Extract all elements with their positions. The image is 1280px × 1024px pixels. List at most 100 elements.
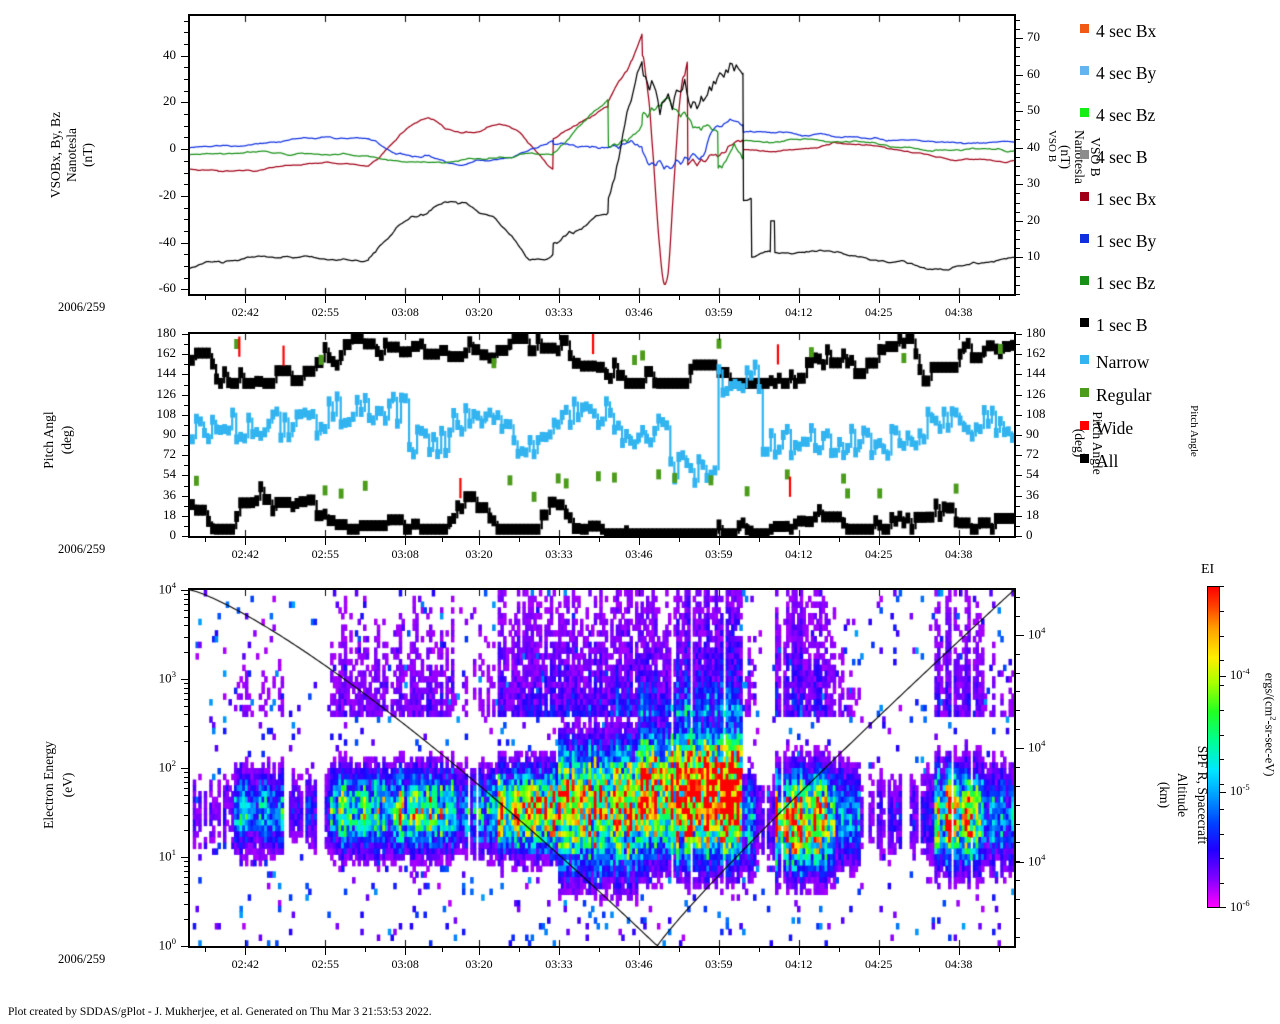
tick-mark [1016,616,1020,617]
tick-label: 162 [1026,345,1046,361]
tick-mark [184,385,188,386]
tick-mark [1016,374,1022,375]
tick-label: 54 [1026,466,1039,482]
tick-mark [184,877,188,878]
tick-mark [184,231,188,232]
tick-mark [1016,425,1020,426]
tick-label: 60 [1027,65,1040,81]
tick-mark [184,637,188,638]
magnetic-field-panel [188,14,1016,296]
tick-label: 20 [163,93,176,109]
legend-group-pitch-angle: Pitch Angle [1187,405,1200,457]
tick-mark [1016,506,1020,507]
tick-mark [1016,455,1022,456]
legend-swatch-icon [1080,149,1089,159]
tick-mark [184,114,188,115]
tick-mark [184,871,188,872]
legend-item[interactable]: 4 sec By [1080,52,1270,94]
pitch-angle-canvas [190,334,1014,536]
colorbar-title: EI [1201,562,1215,577]
tick-mark [1016,344,1020,345]
tick-mark [184,79,188,80]
colorbar-ticks: 10-4 10-5 10-6 [1207,586,1267,914]
tick-mark [184,526,188,527]
tick-mark [184,465,188,466]
legend-item-label: Narrow [1096,352,1150,372]
tick-label: 144 [156,365,177,381]
tick-mark [184,44,188,45]
tick-mark [1016,65,1020,66]
tick-mark [184,278,188,279]
electron-energy-spectrogram-panel [188,588,1016,948]
tick-mark [184,32,188,33]
tick-mark [1016,193,1020,194]
tick-mark [184,699,188,700]
legend-item[interactable]: 1 sec B [1080,304,1270,346]
colorbar-minor-tick [1220,685,1224,687]
tick-mark [1016,276,1020,277]
colorbar-tick-label: 10-4 [1230,666,1250,683]
legend-item[interactable]: Narrow [1080,346,1270,379]
tick-mark [1016,729,1020,730]
tick-mark [184,919,188,920]
tick-label: 103 [158,669,176,686]
tick-mark [182,536,188,537]
tick-mark [181,768,188,769]
tick-mark [1016,102,1020,103]
tick-mark [182,415,188,416]
tick-mark [1016,184,1020,185]
legend-item[interactable]: 1 sec By [1080,220,1270,262]
legend-swatch-icon [1080,23,1089,33]
legend-item[interactable]: Regular [1080,379,1270,412]
tick-mark [184,604,188,605]
tick-mark [184,693,188,694]
legend-swatch-icon [1080,421,1089,430]
tick-mark [1016,496,1022,497]
legend-item[interactable]: 1 sec Bz [1080,262,1270,304]
tick-mark [1016,445,1020,446]
tick-label: 72 [1026,446,1039,462]
legend-item[interactable]: Wide [1080,412,1270,445]
spec-date-label: 2006/259 [58,952,106,966]
colorbar-minor-tick [1220,907,1224,908]
tick-mark [184,610,188,611]
tick-label: 126 [156,385,177,401]
tick-label: 0 [169,140,177,156]
tick-mark [1016,84,1020,85]
tick-mark [184,364,188,365]
tick-mark [184,21,188,22]
tick-mark [1016,38,1020,39]
tick-mark [1016,899,1020,900]
colorbar-tick [1220,792,1226,794]
tick-mark [1016,111,1020,112]
tick-mark [182,516,188,517]
legend-item[interactable]: 4 sec B [1080,136,1270,178]
legend-item[interactable]: 4 sec Bz [1080,94,1270,136]
colorbar-tick [1220,676,1226,678]
tick-mark [182,475,188,476]
legend-item[interactable]: 4 sec Bx [1080,10,1270,52]
tick-mark [181,590,188,591]
tick-mark [184,884,188,885]
tick-mark [181,196,188,197]
tick-label: 50 [1027,102,1040,118]
tick-mark [1016,212,1020,213]
legend-item[interactable]: All [1080,445,1270,478]
tick-mark [1016,415,1022,416]
tick-label: 54 [163,466,176,482]
legend-swatch-icon [1080,388,1089,397]
tick-mark [184,344,188,345]
tick-label: 180 [1026,325,1046,340]
tick-mark [1016,405,1020,406]
pitch-angle-panel [188,332,1016,538]
tick-mark [1016,465,1020,466]
tick-label: -60 [158,280,176,296]
legend-item-label: 1 sec B [1096,314,1148,335]
colorbar-minor-tick [1220,709,1224,711]
legend-item[interactable]: 1 sec Bx [1080,178,1270,220]
tick-mark [184,625,188,626]
